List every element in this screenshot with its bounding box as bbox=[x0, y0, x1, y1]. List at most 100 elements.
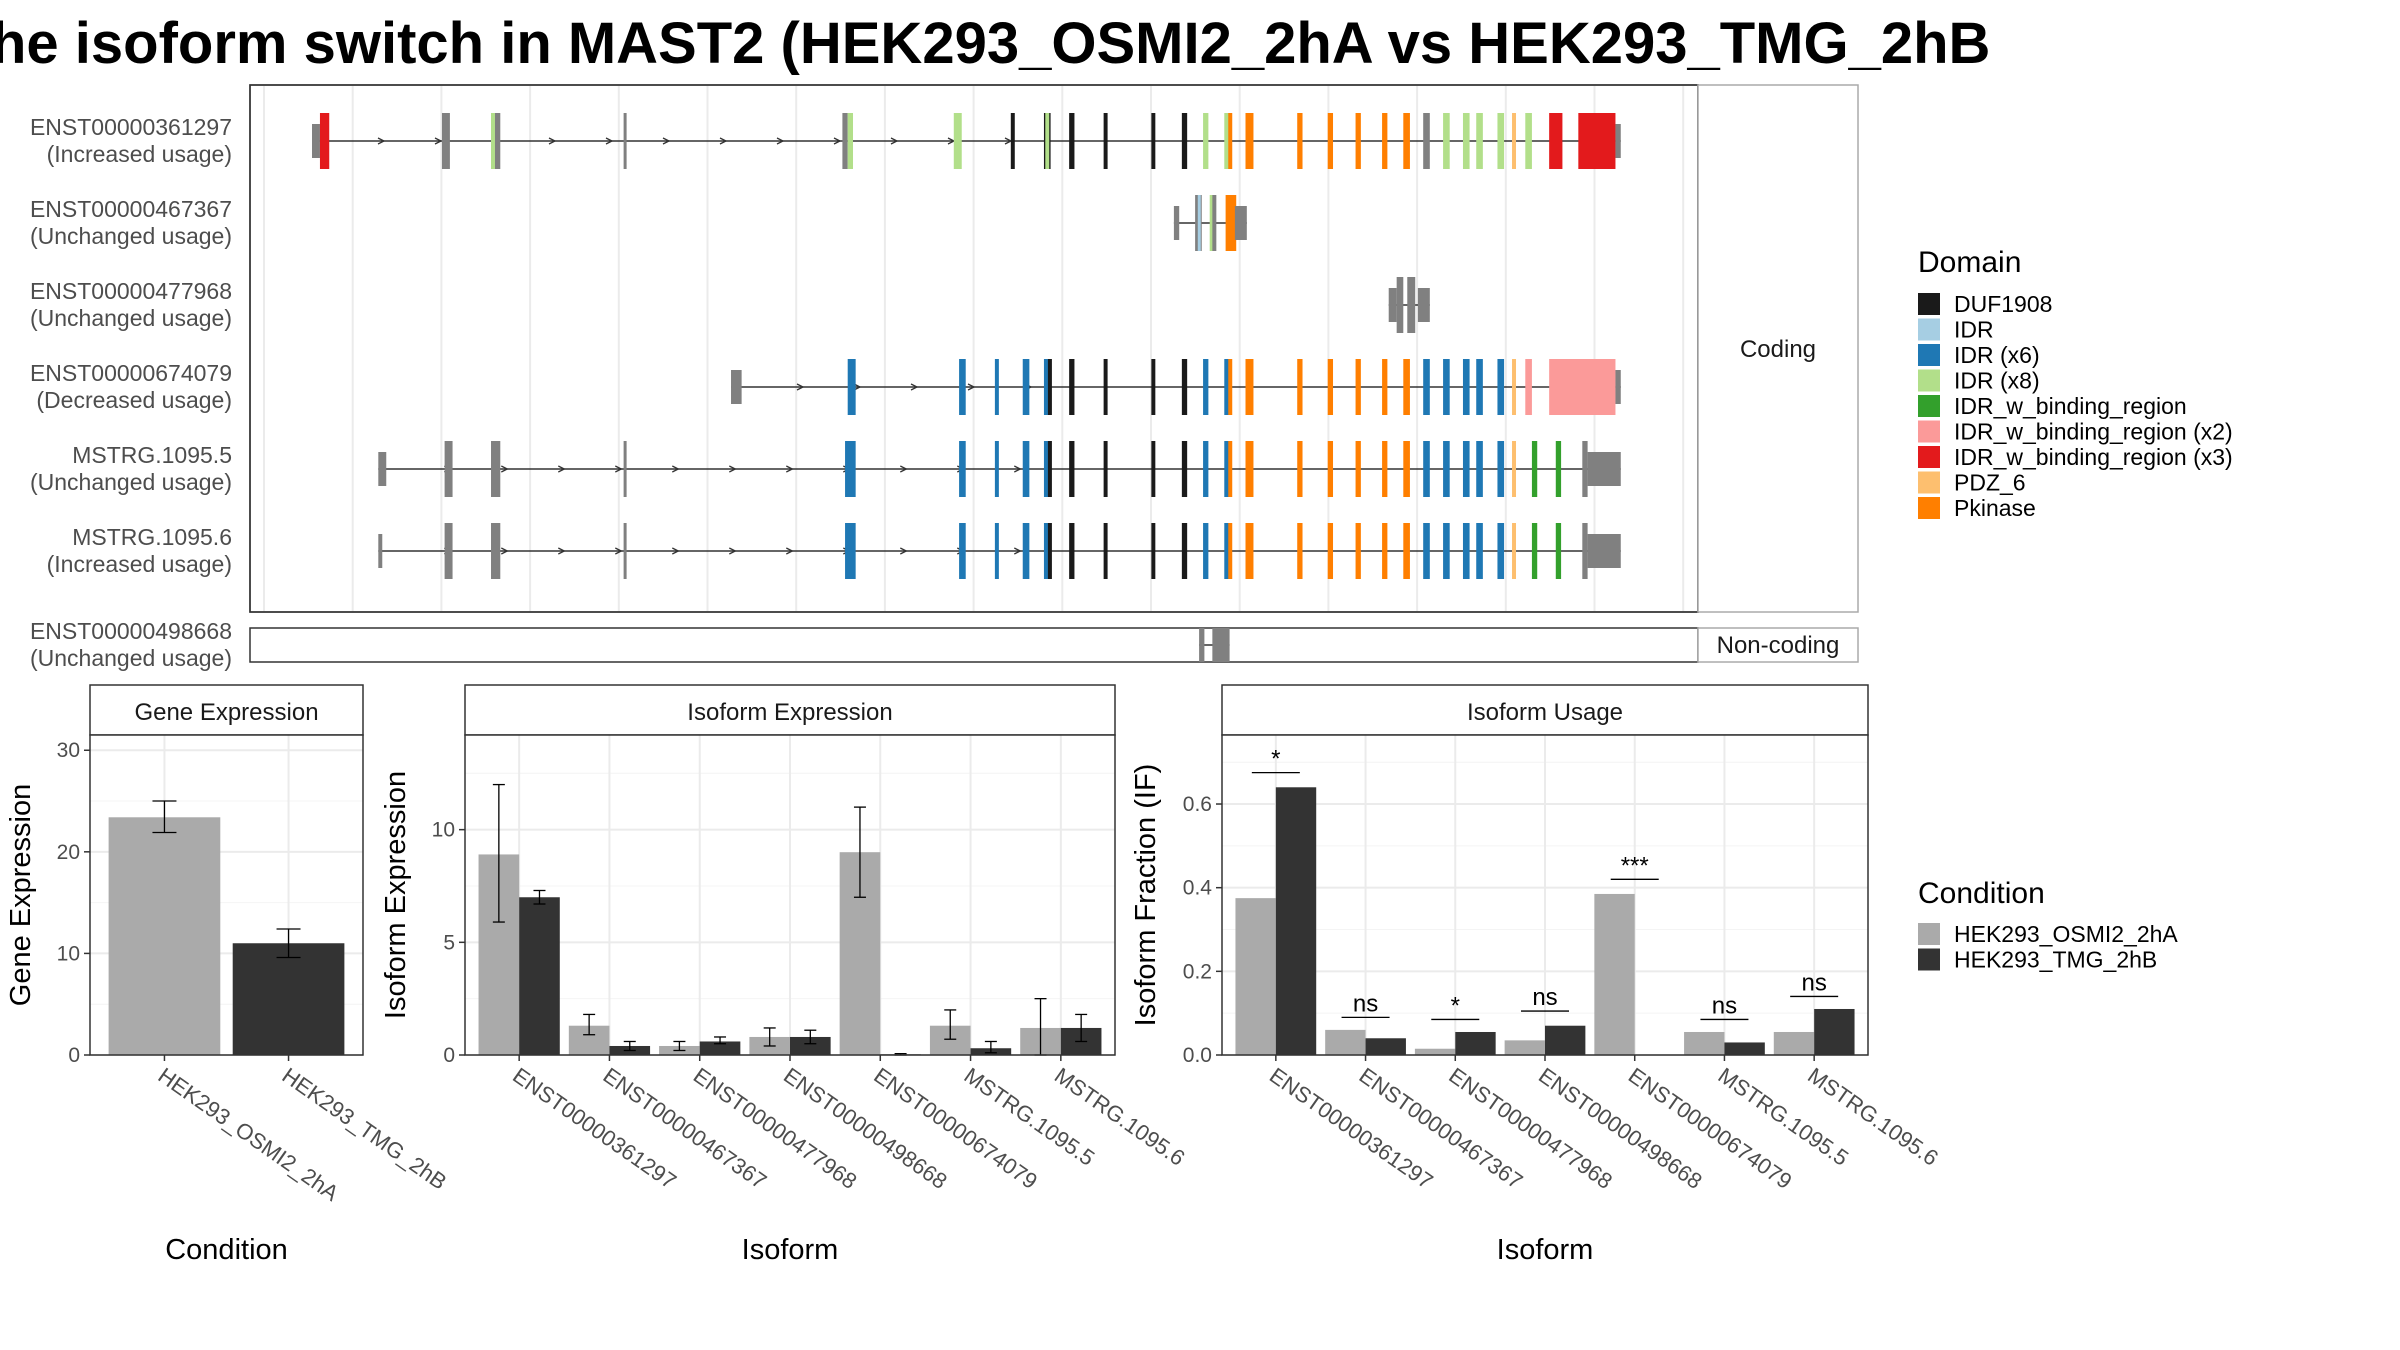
condition-legend-label: HEK293_TMG_2hB bbox=[1954, 947, 2157, 973]
domain-legend-key bbox=[1918, 446, 1940, 468]
exon-duf1908 bbox=[1181, 359, 1188, 415]
domain-legend-label: IDR bbox=[1954, 317, 1994, 343]
exon-idr-x8- bbox=[1462, 113, 1470, 169]
exon-idr-x6- bbox=[994, 523, 999, 579]
strand-arrow bbox=[900, 465, 908, 473]
exon-idr-x6- bbox=[1462, 523, 1470, 579]
y-axis-title: Gene Expression bbox=[5, 784, 37, 1006]
exon-pkinase bbox=[1225, 195, 1237, 251]
strand-arrow bbox=[776, 137, 785, 145]
exon-pkinase bbox=[1297, 113, 1303, 169]
bar bbox=[1365, 1038, 1406, 1055]
bar bbox=[1325, 1029, 1366, 1055]
transcript-usage-label: (Increased usage) bbox=[47, 551, 232, 577]
exon-none bbox=[1582, 441, 1588, 497]
exon-pkinase bbox=[1297, 441, 1303, 497]
x-axis-title: Isoform bbox=[742, 1234, 839, 1266]
exon-none bbox=[1417, 288, 1430, 322]
y-tick-label: 20 bbox=[57, 841, 80, 864]
exon-none bbox=[1615, 370, 1621, 404]
domain-legend-label: IDR_w_binding_region bbox=[1954, 393, 2187, 419]
exon-pkinase bbox=[1245, 441, 1254, 497]
bar bbox=[1455, 1031, 1496, 1055]
exon-idr-x6- bbox=[1476, 359, 1483, 415]
exon-idr-x6- bbox=[1423, 359, 1430, 415]
exon-none bbox=[1615, 124, 1621, 158]
exon-idr-x8- bbox=[1203, 113, 1209, 169]
exon-pkinase bbox=[1327, 441, 1334, 497]
exon-pkinase bbox=[1355, 523, 1361, 579]
bar bbox=[1594, 893, 1635, 1055]
exon-idr-x6- bbox=[1043, 441, 1050, 497]
transcript-id-label: MSTRG.1095.6 bbox=[72, 524, 232, 550]
exon-idr-x8- bbox=[1224, 113, 1230, 169]
exon-none bbox=[1212, 628, 1230, 662]
panel-isoform-usage: Isoform Usage * ns * ns *** ns ns 0.0 0.2 0.4 0.6 EN… bbox=[1130, 684, 1943, 1266]
transcript-usage-label: (Increased usage) bbox=[47, 141, 232, 167]
y-axis-title: Isoform Fraction (IF) bbox=[1130, 764, 1162, 1027]
exon-idr-w-binding-region-x2- bbox=[1525, 359, 1532, 415]
exon-idr-x6- bbox=[1462, 359, 1470, 415]
transcript-id-label: ENST00000674079 bbox=[30, 360, 232, 386]
noncoding-strip bbox=[1697, 627, 1859, 663]
strand-arrow bbox=[377, 137, 386, 145]
exon-duf1908 bbox=[1103, 523, 1108, 579]
exon-none bbox=[444, 441, 453, 497]
exon-idr-x6- bbox=[1423, 441, 1430, 497]
exon-pkinase bbox=[1403, 359, 1410, 415]
panel-strip-label: Isoform Usage bbox=[1467, 699, 1623, 726]
transcript-ENST00000467367: ENST00000467367(Unchanged usage) bbox=[30, 195, 1247, 251]
exon-idr-x6- bbox=[1224, 359, 1230, 415]
exon-idr-x8- bbox=[1476, 113, 1483, 169]
transcript-MSTRG.1095.6: MSTRG.1095.6(Increased usage) bbox=[47, 523, 1621, 579]
domain-legend-label: IDR (x8) bbox=[1954, 368, 2040, 394]
exon-none bbox=[312, 124, 320, 158]
y-tick-label: 10 bbox=[432, 819, 455, 842]
strand-arrow bbox=[786, 465, 794, 473]
exon-idr-x8- bbox=[1045, 113, 1050, 169]
exon-none bbox=[494, 113, 501, 169]
x-tick-label: ENST00000467367 bbox=[1355, 1063, 1528, 1194]
x-axis-title: Condition bbox=[165, 1234, 288, 1266]
exon-idr-x6- bbox=[1224, 441, 1230, 497]
strand-arrow bbox=[1014, 465, 1022, 473]
bar bbox=[1275, 787, 1317, 1055]
exon-idr-x6- bbox=[847, 359, 856, 415]
strand-arrow bbox=[900, 547, 908, 555]
domain-legend-key bbox=[1918, 395, 1940, 417]
exon-idr-x6- bbox=[1022, 441, 1030, 497]
exon-idr-x6- bbox=[959, 359, 966, 415]
panel-isoform-expression: Isoform Expression0510ENST00000361297ENS… bbox=[380, 684, 1190, 1266]
exon-duf1908 bbox=[1151, 523, 1156, 579]
exon-none bbox=[1407, 277, 1416, 333]
bar bbox=[1814, 1008, 1855, 1055]
exon-idr-x6- bbox=[1497, 523, 1505, 579]
exon-duf1908 bbox=[1103, 113, 1108, 169]
bar bbox=[790, 1036, 831, 1055]
bar bbox=[1414, 1048, 1456, 1055]
exon-idr-x6- bbox=[1497, 441, 1505, 497]
transcript-usage-label: (Unchanged usage) bbox=[30, 645, 232, 671]
exon-none bbox=[842, 113, 848, 169]
bar bbox=[232, 943, 345, 1055]
panel-gene-expression: Gene Expression0102030HEK293_OSMI2_2hAHE… bbox=[5, 684, 451, 1266]
exon-none bbox=[1388, 288, 1397, 322]
strand-arrow bbox=[434, 137, 443, 145]
strand-arrow bbox=[548, 137, 557, 145]
exon-duf1908 bbox=[1069, 359, 1075, 415]
noncoding-strip-label: Non-coding bbox=[1717, 632, 1840, 659]
y-axis-title: Isoform Expression bbox=[380, 771, 412, 1019]
domain-legend-label: Pkinase bbox=[1954, 495, 2036, 521]
exon-idr-x6- bbox=[845, 441, 856, 497]
strand-arrow bbox=[672, 547, 680, 555]
exon-none bbox=[623, 441, 627, 497]
exon-idr-x6- bbox=[959, 441, 966, 497]
exon-duf1908 bbox=[1047, 441, 1052, 497]
exon-idr-x6- bbox=[1423, 523, 1430, 579]
y-tick-label: 30 bbox=[57, 739, 80, 762]
exon-pkinase bbox=[1297, 359, 1303, 415]
exon-idr-x6- bbox=[845, 523, 856, 579]
exon-idr-w-binding-region-x3- bbox=[319, 113, 330, 169]
exon-idr-x8- bbox=[1443, 113, 1450, 169]
